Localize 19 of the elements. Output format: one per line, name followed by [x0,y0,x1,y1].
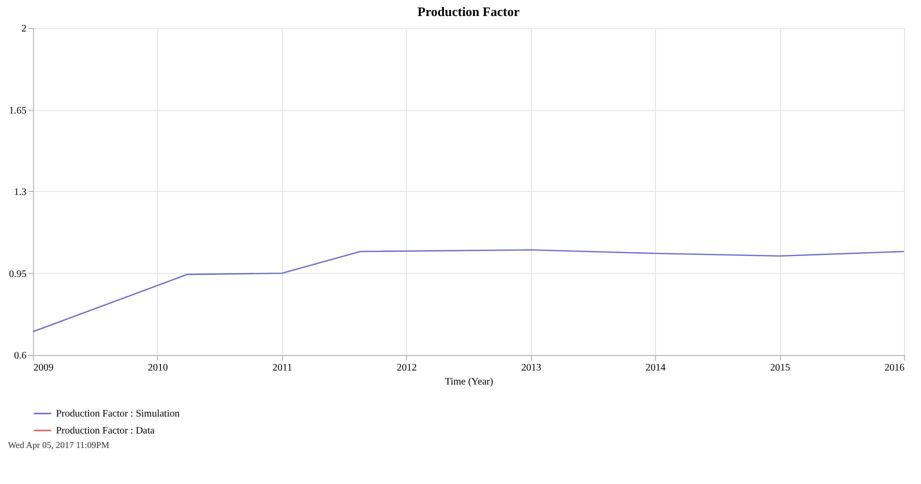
y-tick-label: 0.95 [9,268,26,280]
x-tick-label: 2013 [521,362,542,374]
x-tick-label: 2015 [770,362,790,374]
legend-label: Production Factor : Data [56,426,156,436]
line-series [32,249,905,332]
y-tick-label: 1.3 [14,187,26,198]
text: Wed Apr 05, 2017 11:09PM [8,440,110,450]
x-tick-label: 2010 [148,362,168,374]
y-tick-label: 0.6 [14,350,26,362]
y-tick-label: 2 [22,24,26,34]
x-tick-label: 2011 [272,362,292,374]
x-tick-label: 2009 [34,362,54,374]
x-axis-title: Time (Year) [444,376,494,388]
y-tick-label: 1.65 [9,105,26,116]
x-tick-label: 2012 [396,362,417,374]
x-tick-label: 2016 [884,362,904,374]
x-tick-label: 2014 [646,362,666,374]
chart-title: Production Factor [418,4,520,19]
legend-label: Production Factor : Simulation [56,408,180,420]
